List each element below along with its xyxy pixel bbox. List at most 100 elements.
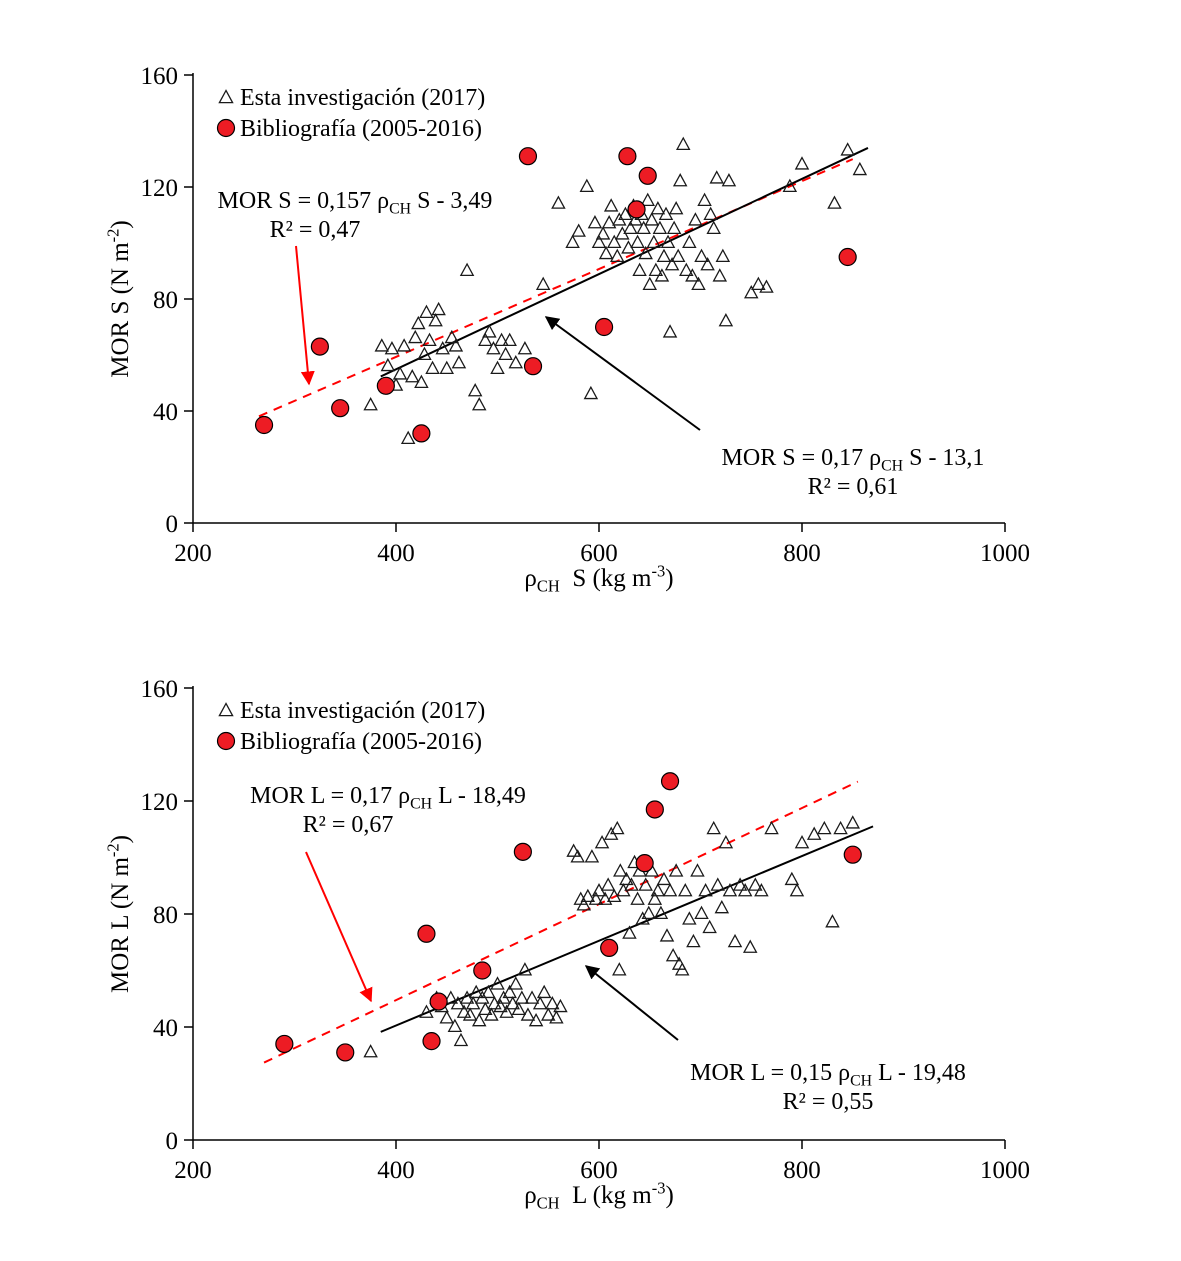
annotation-text: R² = 0,61 [808, 474, 899, 500]
scatter-point-triangle [453, 1032, 469, 1047]
scatter-point-triangle [502, 984, 517, 999]
chart-1: 200 400 600 800 1000 0 40 80 120 160 ρCH S (kg m-3… [104, 63, 1031, 596]
scatter-point-triangle [549, 1010, 564, 1024]
y-tick-label: 40 [153, 399, 178, 426]
scatter-point-triangle [709, 170, 724, 184]
scatter-point-triangle [656, 248, 672, 262]
scatter-point-triangle [595, 226, 611, 240]
scatter-point-circle [635, 854, 654, 873]
scatter-point-triangle [579, 178, 595, 192]
annotation-text: MOR S = 0,157 ρCH S - 3,49 [218, 188, 493, 217]
scatter-point-triangle [439, 360, 455, 374]
scatter-point-triangle [698, 883, 713, 897]
y-axis-title: MOR L (N m-2) [104, 835, 135, 993]
scatter-point-triangle [499, 1004, 514, 1018]
annotation-arrow [544, 316, 701, 431]
scatter-point-triangle [691, 276, 706, 290]
scatter-point-triangle [706, 220, 721, 234]
scatter-point-triangle [806, 826, 822, 840]
scatter-point-triangle [721, 173, 737, 187]
y-tick-label: 80 [153, 287, 178, 314]
scatter-point-triangle [658, 206, 674, 220]
y-tick-label: 0 [166, 1128, 179, 1155]
scatter-point-triangle [566, 843, 581, 857]
scatter-point-triangle [686, 933, 701, 948]
scatter-point-triangle [435, 341, 450, 355]
scatter-point-triangle [486, 341, 501, 355]
annotation-arrow [305, 851, 373, 1003]
scatter-point-triangle [535, 276, 551, 290]
scatter-point-triangle [536, 984, 552, 999]
y-axis-title: MOR S (N m-2) [104, 220, 135, 378]
scatter-point-triangle [417, 346, 432, 360]
scatter-point-triangle [606, 234, 622, 248]
scatter-point-triangle [754, 883, 769, 897]
scatter-point-triangle [481, 984, 496, 999]
scatter-point-triangle [431, 301, 446, 316]
scatter-point-triangle [456, 1004, 472, 1018]
scatter-point-triangle [570, 849, 585, 863]
legend-label: Esta investigación (2017) [240, 698, 485, 724]
scatter-point-triangle [517, 962, 533, 976]
scatter-point-triangle [668, 863, 684, 877]
scatter-point-triangle [624, 877, 639, 891]
annotation-text: MOR L = 0,15 ρCH L - 19,48 [690, 1060, 966, 1089]
scatter-point-triangle [642, 276, 658, 290]
scatter-point-triangle [700, 257, 715, 271]
scatter-point-triangle [690, 863, 705, 877]
x-tick-label: 200 [174, 540, 212, 567]
scatter-point-triangle [498, 346, 513, 360]
scatter-point-triangle [647, 891, 663, 905]
scatter-point-triangle [650, 201, 666, 215]
legend-marker-circle [216, 731, 236, 751]
scatter-point-triangle [363, 1044, 378, 1058]
scatter-point-triangle [508, 355, 524, 369]
scatter-point-triangle [363, 397, 378, 411]
scatter-point-triangle [598, 245, 614, 260]
scatter-point-triangle [764, 820, 779, 835]
scatter-point-triangle [675, 136, 691, 150]
scatter-point-triangle [444, 329, 460, 344]
scatter-point-triangle [603, 198, 619, 212]
scatter-point-circle [513, 842, 532, 861]
scatter-point-triangle [827, 195, 842, 209]
annotation-text: R² = 0,47 [270, 217, 361, 243]
scatter-point-triangle [718, 313, 734, 327]
scatter-point-triangle [682, 234, 697, 248]
scatter-point-triangle [638, 877, 653, 891]
scatter-point-triangle [594, 835, 610, 849]
scatter-point-triangle [679, 262, 694, 276]
scatter-point-triangle [646, 234, 662, 248]
scatter-point-triangle [653, 905, 669, 919]
x-tick-label: 1000 [980, 1157, 1030, 1184]
scatter-point-triangle [630, 891, 645, 905]
scatter-point-triangle [619, 871, 634, 886]
scatter-point-triangle [565, 234, 580, 248]
scatter-point-triangle [656, 871, 672, 886]
scatter-point-triangle [443, 990, 459, 1004]
scatter-point-triangle [408, 329, 423, 344]
scatter-point-triangle [494, 332, 509, 346]
scatter-point-triangle [782, 178, 798, 192]
scatter-point-circle [331, 399, 350, 418]
scatter-point-circle [638, 166, 657, 185]
scatter-point-circle [310, 337, 329, 356]
scatter-point-triangle [484, 1007, 499, 1021]
scatter-point-triangle [468, 984, 484, 999]
scatter-point-triangle [654, 268, 670, 282]
scatter-point-triangle [732, 877, 748, 891]
scatter-point-triangle [650, 883, 666, 897]
legend-label: Bibliografía (2005-2016) [240, 116, 482, 142]
scatter-point-triangle [659, 928, 675, 942]
legend-label: Bibliografía (2005-2016) [240, 729, 482, 755]
scatter-point-circle [376, 376, 395, 395]
chart-2: 200 400 600 800 1000 0 40 80 120 160 ρCH L (kg m-3… [104, 676, 1031, 1213]
annotation-arrow [584, 965, 679, 1041]
x-tick-label: 400 [377, 540, 415, 567]
y-tick-label: 40 [153, 1015, 178, 1042]
scatter-point-circle [412, 424, 431, 443]
scatter-point-triangle [422, 332, 437, 346]
scatter-point-triangle [682, 911, 697, 925]
annotation-text: R² = 0,55 [783, 1089, 874, 1115]
